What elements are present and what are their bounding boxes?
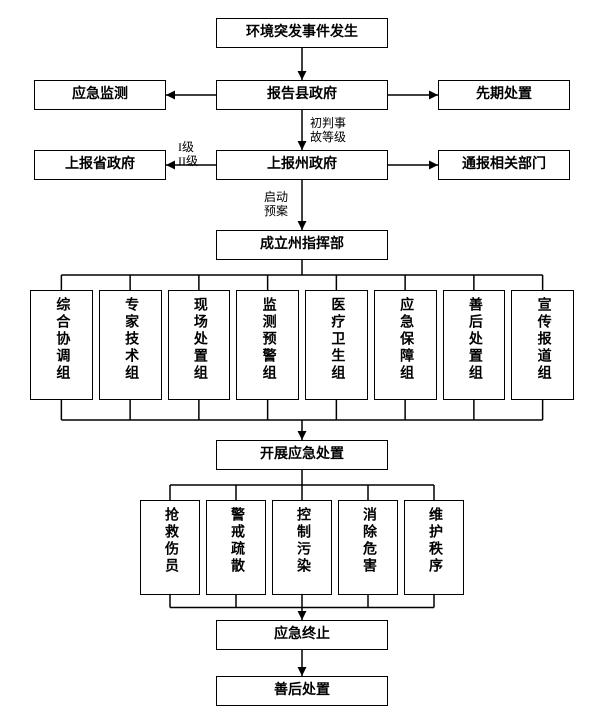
groups8-cell-label: 综合协调组 [51,297,71,382]
flow-node-n2l: 应急监测 [34,80,166,110]
groups8-cell: 善后处置组 [443,290,506,400]
flow-node-n9: 善后处置 [216,676,388,706]
flow-node-label: 上报省政府 [65,157,135,172]
groups8-cell: 应急保障组 [374,290,437,400]
groups5-cell: 控制污染 [272,500,332,595]
groups8-cell-label: 宣传报道组 [533,297,553,382]
groups5-cell-label: 警戒疏散 [226,507,246,575]
groups8-cell: 专家技术组 [99,290,162,400]
groups8-cell-label: 专家技术组 [120,297,140,382]
flow-node-n3: 上报州政府 [216,150,388,180]
edge-label-text: I级 II级 [178,140,198,168]
edge-label-text: 启动 预案 [264,190,288,218]
edge-label-l2: I级 II级 [178,140,198,169]
flow-node-n3l: 上报省政府 [34,150,166,180]
flow-node-n1: 环境突发事件发生 [216,18,388,48]
flow-node-n3r: 通报相关部门 [438,150,570,180]
groups5-cell: 警戒疏散 [206,500,266,595]
flow-node-n8: 应急终止 [216,620,388,650]
flow-node-label: 上报州政府 [267,157,337,172]
flow-node-label: 成立州指挥部 [260,237,344,252]
flow-node-label: 报告县政府 [267,87,337,102]
flow-node-label: 应急监测 [72,87,128,102]
flow-node-label: 环境突发事件发生 [246,25,358,40]
groups5-cell-label: 消除危害 [358,507,378,575]
flow-node-n4: 成立州指挥部 [216,230,388,260]
groups8-cell-label: 应急保障组 [395,297,415,382]
groups8-cell-label: 善后处置组 [464,297,484,382]
groups8-cell: 现场处置组 [168,290,231,400]
flow-node-label: 开展应急处置 [260,447,344,462]
groups8-cell: 综合协调组 [30,290,93,400]
flow-node-label: 善后处置 [274,683,330,698]
groups8-cell: 医疗卫生组 [305,290,368,400]
groups8-cell-label: 现场处置组 [189,297,209,382]
groups8-cell: 宣传报道组 [511,290,574,400]
edge-label-l1: 初判事 故等级 [310,116,346,145]
groups5-cell: 消除危害 [338,500,398,595]
flow-node-label: 应急终止 [274,627,330,642]
groups8-cell: 监测预警组 [236,290,299,400]
edge-label-text: 初判事 故等级 [310,116,346,144]
groups5-cell: 抢救伤员 [140,500,200,595]
groups5-cell-label: 控制污染 [292,507,312,575]
flow-node-label: 通报相关部门 [462,157,546,172]
edge-label-l3: 启动 预案 [264,190,288,219]
flow-node-n6: 开展应急处置 [216,440,388,470]
groups5-cell-label: 抢救伤员 [160,507,180,575]
flow-node-label: 先期处置 [476,87,532,102]
groups5-cell-label: 维护秩序 [424,507,444,575]
flow-node-n2r: 先期处置 [438,80,570,110]
flow-node-n2: 报告县政府 [216,80,388,110]
groups8-cell-label: 监测预警组 [258,297,278,382]
groups8-cell-label: 医疗卫生组 [326,297,346,382]
groups5-cell: 维护秩序 [404,500,464,595]
